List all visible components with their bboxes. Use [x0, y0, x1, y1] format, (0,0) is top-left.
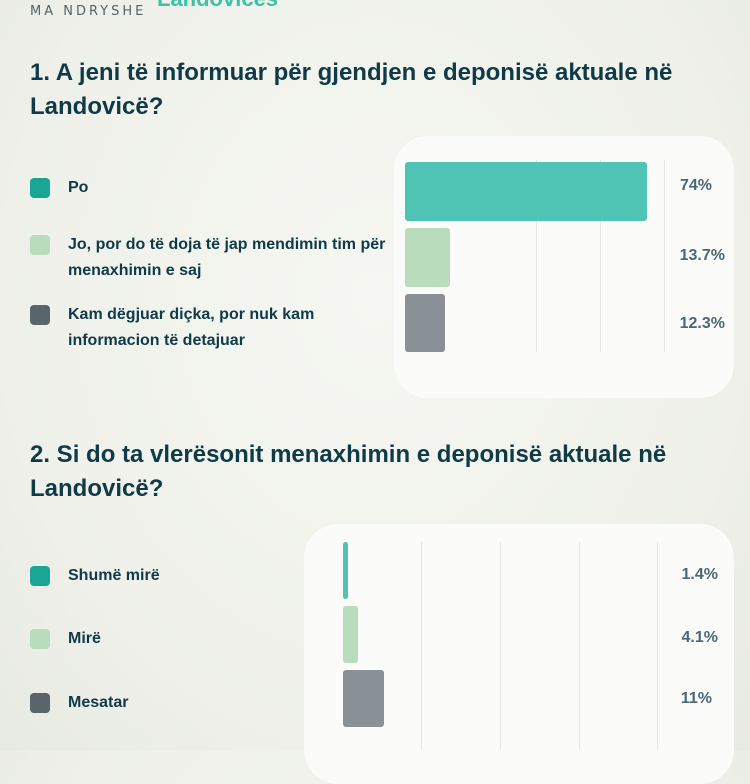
- chart-2-data-label: 11%: [680, 690, 712, 707]
- legend-label: Kam dëgjuar diçka, por nuk kam informaci…: [68, 306, 315, 349]
- bar-3: [405, 294, 446, 352]
- legend-label: Shumë mirë: [68, 567, 160, 584]
- bar-2: [343, 606, 359, 663]
- chart-2-gridline: [421, 542, 422, 750]
- legend-item-shume-mire: Shumë mirë: [30, 566, 160, 589]
- chart-1-gridline: [600, 160, 601, 352]
- chart-1-data-label: 74%: [679, 177, 712, 194]
- legend-swatch-light: [30, 629, 50, 649]
- bar-1: [343, 542, 349, 599]
- chart-1-data-label: 13.7%: [679, 247, 725, 264]
- legend-swatch-dark: [30, 305, 50, 325]
- question-2-title: 2. Si do ta vlerësonit menaxhimin e depo…: [30, 441, 667, 502]
- bar-1: [405, 162, 648, 221]
- chart-2-gridline: [500, 542, 501, 750]
- chart-1-data-label: 12.3%: [679, 315, 725, 332]
- legend-label: Mesatar: [68, 694, 129, 711]
- chart-1-gridline: [536, 160, 537, 352]
- legend-item-jo: Jo, por do të doja të jap mendimin tim p…: [30, 235, 398, 284]
- legend-item-po: Po: [30, 178, 88, 201]
- brand-title: Landovicës: [157, 0, 278, 12]
- legend-item-mire: Mirë: [30, 629, 101, 652]
- chart-2-gridline: [657, 542, 658, 750]
- chart-2-data-label: 4.1%: [681, 629, 718, 646]
- legend-swatch-teal: [30, 178, 50, 198]
- legend-swatch-light: [30, 235, 50, 255]
- legend-swatch-dark: [30, 693, 50, 713]
- legend-item-mesatar: Mesatar: [30, 693, 128, 716]
- bar-3: [343, 670, 384, 727]
- chart-2-panel: [304, 524, 734, 784]
- chart-2-data-label: 1.4%: [681, 566, 718, 583]
- legend-label: Po: [68, 179, 89, 196]
- brand-text: MA NDRYSHE: [30, 4, 147, 19]
- chart-1-gridline: [664, 160, 665, 352]
- chart-2-gridline: [579, 542, 580, 750]
- legend-swatch-teal: [30, 566, 50, 586]
- legend-item-kam: Kam dëgjuar diçka, por nuk kam informaci…: [30, 305, 388, 354]
- bar-2: [405, 228, 450, 287]
- question-1-title: 1. A jeni të informuar për gjendjen e de…: [30, 59, 673, 120]
- legend-label: Mirë: [68, 630, 101, 647]
- legend-label: Jo, por do të doja të jap mendimin tim p…: [68, 236, 386, 279]
